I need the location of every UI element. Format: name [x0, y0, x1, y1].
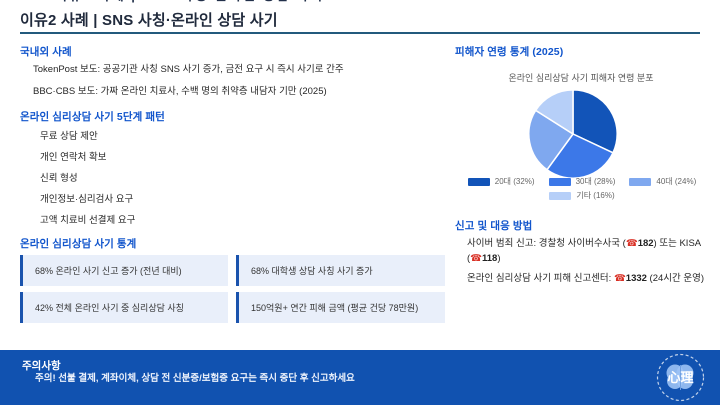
- legend-label: 기타 (16%): [576, 191, 615, 200]
- pattern-list: 무료 상담 제안 개인 연락처 확보 신뢰 형성 개인정보·심리검사 요구 고액…: [20, 126, 135, 231]
- legend-swatch: [549, 191, 572, 200]
- cases-heading: 국내외 사례: [20, 46, 72, 58]
- report-text: (24시간 운영): [646, 273, 705, 284]
- footer-heading: 주의사항: [22, 360, 61, 372]
- phone-icon: ☎: [625, 238, 638, 249]
- stat-box: 150억원+ 연간 피해 금액 (평균 건당 78만원): [236, 292, 445, 323]
- title-underline: [20, 32, 700, 34]
- logo-text: 心理: [667, 370, 693, 385]
- pie-legend: 20대 (32%) 30대 (28%) 40대 (24%) 기타 (16%): [448, 176, 716, 201]
- pie-slice-20대: [572, 89, 618, 154]
- list-item: 개인정보·심리검사 요구: [40, 194, 134, 205]
- slide-title: 이유2 사례 | SNS 사칭·온라인 상담 사기: [20, 12, 278, 29]
- pie-chart-title: 온라인 심리상담 사기 피해자 연령 분포: [508, 73, 654, 83]
- legend-swatch: [629, 177, 652, 186]
- footer-warning-bar: 주의사항 주의! 선불 결제, 계좌이체, 상담 전 신분증/보험증 요구는 즉…: [0, 350, 720, 405]
- pattern-heading: 온라인 심리상담 사기 5단계 패턴: [20, 111, 165, 123]
- phone-number: 118: [482, 253, 498, 264]
- report-heading: 신고 및 대응 방법: [455, 220, 533, 232]
- legend-label: 20대 (32%): [494, 177, 535, 186]
- pie-slice-40대: [528, 109, 574, 171]
- report-list: 사이버 범죄 신고: 경찰청 사이버수사국 (☎182) 또는 KISA (☎1…: [455, 236, 709, 286]
- legend-item: 40대 (24%): [629, 176, 696, 187]
- list-item: 신뢰 형성: [40, 173, 78, 184]
- stat-box: 68% 온라인 사기 신고 증가 (전년 대비): [20, 255, 228, 286]
- report-item: 온라인 심리상담 사기 피해 신고센터: ☎1332 (24시간 운영): [455, 271, 709, 286]
- brain-logo-icon: 心理: [656, 353, 705, 402]
- report-text: 온라인 심리상담 사기 피해 신고센터:: [467, 273, 614, 284]
- pie-slice-기타: [534, 89, 574, 135]
- stat-box: 42% 전체 온라인 사기 중 심리상담 사칭: [20, 292, 228, 323]
- legend-swatch: [548, 177, 571, 186]
- report-text: ): [497, 253, 501, 264]
- report-text: ) 또는 KISA (: [467, 238, 701, 264]
- legend-label: 30대 (28%): [575, 177, 616, 186]
- victims-heading: 피해자 연령 통계 (2025): [455, 46, 564, 58]
- legend-item: 20대 (32%): [467, 176, 535, 187]
- phone-icon: ☎: [613, 273, 626, 284]
- phone-icon: ☎: [470, 253, 483, 264]
- legend-label: 40대 (24%): [656, 177, 697, 186]
- cases-list: TokenPost 보도: 공공기관 사칭 SNS 사기 증가, 금전 요구 시…: [20, 59, 344, 103]
- phone-number: 1332: [625, 273, 647, 284]
- list-item: BBC·CBS 보도: 가짜 온라인 치료사, 수백 명의 취약층 내담자 기만…: [33, 86, 327, 97]
- pie-slice-30대: [546, 133, 614, 179]
- footer-warning-text: 주의! 선불 결제, 계좌이체, 상담 전 신분증/보험증 요구는 즉시 중단 …: [35, 373, 355, 384]
- top-edge-clipped-text: 이유2 사례 | SNS 사칭·온라인 상담 사기: [55, 0, 455, 3]
- pie-chart: [528, 89, 618, 179]
- stat-box: 68% 대학생 상담 사칭 사기 증가: [236, 255, 445, 286]
- list-item: TokenPost 보도: 공공기관 사칭 SNS 사기 증가, 금전 요구 시…: [33, 64, 344, 75]
- list-item: 개인 연락처 확보: [40, 152, 107, 163]
- legend-item: 기타 (16%): [549, 190, 615, 201]
- report-text: 사이버 범죄 신고: 경찰청 사이버수사국 (: [467, 238, 626, 249]
- list-item: 고액 치료비 선결제 요구: [40, 215, 136, 226]
- list-item: 무료 상담 제안: [40, 131, 98, 142]
- legend-item: 30대 (28%): [548, 176, 616, 187]
- stats-grid: 68% 온라인 사기 신고 증가 (전년 대비) 68% 대학생 상담 사칭 사…: [20, 255, 445, 323]
- stats-heading: 온라인 심리상담 사기 통계: [20, 238, 137, 250]
- phone-number: 182: [637, 238, 654, 249]
- legend-swatch: [467, 177, 490, 186]
- pie-chart-container: [526, 87, 620, 181]
- report-item: 사이버 범죄 신고: 경찰청 사이버수사국 (☎182) 또는 KISA (☎1…: [455, 236, 709, 266]
